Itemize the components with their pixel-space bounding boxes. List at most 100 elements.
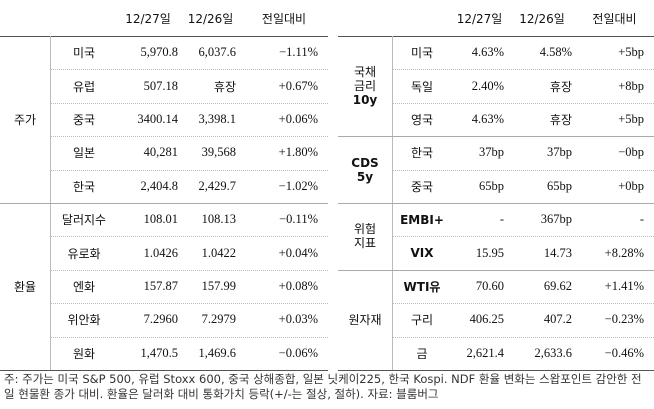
row-rule <box>50 136 328 138</box>
cell-value: 39,568 <box>201 145 236 160</box>
cell-value: +1.41% <box>604 278 644 293</box>
row-label: 한국 <box>410 146 434 161</box>
group-rule <box>338 203 654 204</box>
cell-value: −1.11% <box>279 45 318 60</box>
group-label-line: 5y <box>356 169 374 184</box>
group-label: CDS 5y <box>338 136 392 203</box>
row-rule <box>392 336 654 338</box>
cell-value: 7.2979 <box>201 312 236 327</box>
cell-value: 1.0426 <box>143 245 178 260</box>
cell-value: 37bp <box>479 145 504 160</box>
cell-value: 157.87 <box>143 278 178 293</box>
cell-value: 2,404.8 <box>140 178 179 193</box>
cell-value: −0.46% <box>604 345 644 360</box>
header-rule <box>0 36 328 37</box>
cell-value: 2.40% <box>471 78 504 93</box>
group-label: 위험 지표 <box>338 203 392 270</box>
group-rule <box>338 269 654 271</box>
cell-value: 2,429.7 <box>198 178 237 193</box>
cell-value: 70.60 <box>475 278 504 293</box>
group-label-line: 위험 <box>353 222 377 237</box>
cell-value: 휴장 <box>549 79 572 94</box>
column-header: 12/27일 <box>456 11 503 26</box>
cell-value: +5bp <box>618 111 644 126</box>
row-label: 위안화 <box>67 313 101 328</box>
cell-value: 40,281 <box>143 145 178 160</box>
row-rule <box>392 69 654 71</box>
row-label: EMBI+ <box>400 212 444 227</box>
column-header: 12/26일 <box>187 11 234 26</box>
row-label: WTI유 <box>403 279 441 294</box>
row-rule <box>50 336 328 338</box>
row-label: 중국 <box>410 179 434 194</box>
cell-value: 4.58% <box>539 45 572 60</box>
column-header: 전일대비 <box>592 11 637 26</box>
group-label-line: 환율 <box>13 279 37 294</box>
cell-value: +0.67% <box>278 78 318 93</box>
row-rule <box>50 69 328 71</box>
row-label: VIX <box>410 246 434 261</box>
row-label: 금 <box>416 346 428 361</box>
cell-value: 1.0422 <box>201 245 236 260</box>
cell-value: +1.80% <box>278 145 318 160</box>
group-rule <box>0 203 328 204</box>
cell-value: 65bp <box>547 178 572 193</box>
cell-value: 406.25 <box>469 312 504 327</box>
group-label: 국채 금리 10y <box>338 36 392 136</box>
cell-value: 1,469.6 <box>198 345 237 360</box>
cell-value: 3400.14 <box>137 111 178 126</box>
group-rule <box>338 136 654 138</box>
cell-value: +8bp <box>618 78 644 93</box>
row-label: 한국 <box>72 179 96 194</box>
cell-value: 휴장 <box>549 112 572 127</box>
cell-value: −0.06% <box>278 345 318 360</box>
cell-value: 5,970.8 <box>140 45 179 60</box>
cell-value: 2,621.4 <box>466 345 505 360</box>
group-label-line: 지표 <box>353 236 377 251</box>
cell-value: 37bp <box>547 145 572 160</box>
cell-value: 108.13 <box>201 212 236 227</box>
header-rule <box>338 36 654 37</box>
cell-value: 4.63% <box>471 111 504 126</box>
row-rule <box>392 169 654 171</box>
bottom-rule <box>338 370 654 371</box>
cell-value: +0bp <box>618 178 644 193</box>
footnote: 주: 주가는 미국 S&P 500, 유럽 Stoxx 600, 중국 상해종합… <box>4 372 642 401</box>
row-label: 유럽 <box>72 79 96 94</box>
row-label: 엔화 <box>72 279 96 294</box>
cell-value: +0.03% <box>278 312 318 327</box>
cell-value: 1,470.5 <box>140 345 179 360</box>
row-label: 독일 <box>410 79 434 94</box>
cell-value: +5bp <box>618 45 644 60</box>
row-label: 유로화 <box>67 246 101 261</box>
row-rule <box>50 102 328 104</box>
cell-value: 367bp <box>540 212 572 227</box>
cell-value: 108.01 <box>143 212 178 227</box>
column-header: 12/26일 <box>519 11 565 26</box>
row-label: 영국 <box>410 112 434 127</box>
cell-value: 65bp <box>479 178 504 193</box>
cell-value: 507.18 <box>143 78 178 93</box>
cell-value: 157.99 <box>201 278 236 293</box>
cell-value: 7.2960 <box>143 312 178 327</box>
cell-value: +0.04% <box>278 245 318 260</box>
cell-value: +8.28% <box>604 245 644 260</box>
cell-value: −0.23% <box>604 312 644 327</box>
row-label: 구리 <box>410 313 434 328</box>
group-label-line: CDS <box>351 155 379 170</box>
column-header: 12/27일 <box>125 11 171 26</box>
bottom-rule <box>0 370 328 371</box>
group-label: 환율 <box>0 203 50 370</box>
cell-value: −0bp <box>618 145 644 160</box>
row-label: 미국 <box>410 46 434 61</box>
row-rule <box>50 236 328 238</box>
group-label-line: 10y <box>352 93 378 108</box>
row-rule <box>392 102 654 104</box>
row-rule <box>392 236 654 238</box>
group-label: 주가 <box>0 36 50 203</box>
cell-value: −1.02% <box>278 178 318 193</box>
row-label: 미국 <box>72 46 96 61</box>
cell-value: 휴장 <box>213 79 236 94</box>
cell-value: 69.62 <box>543 278 572 293</box>
